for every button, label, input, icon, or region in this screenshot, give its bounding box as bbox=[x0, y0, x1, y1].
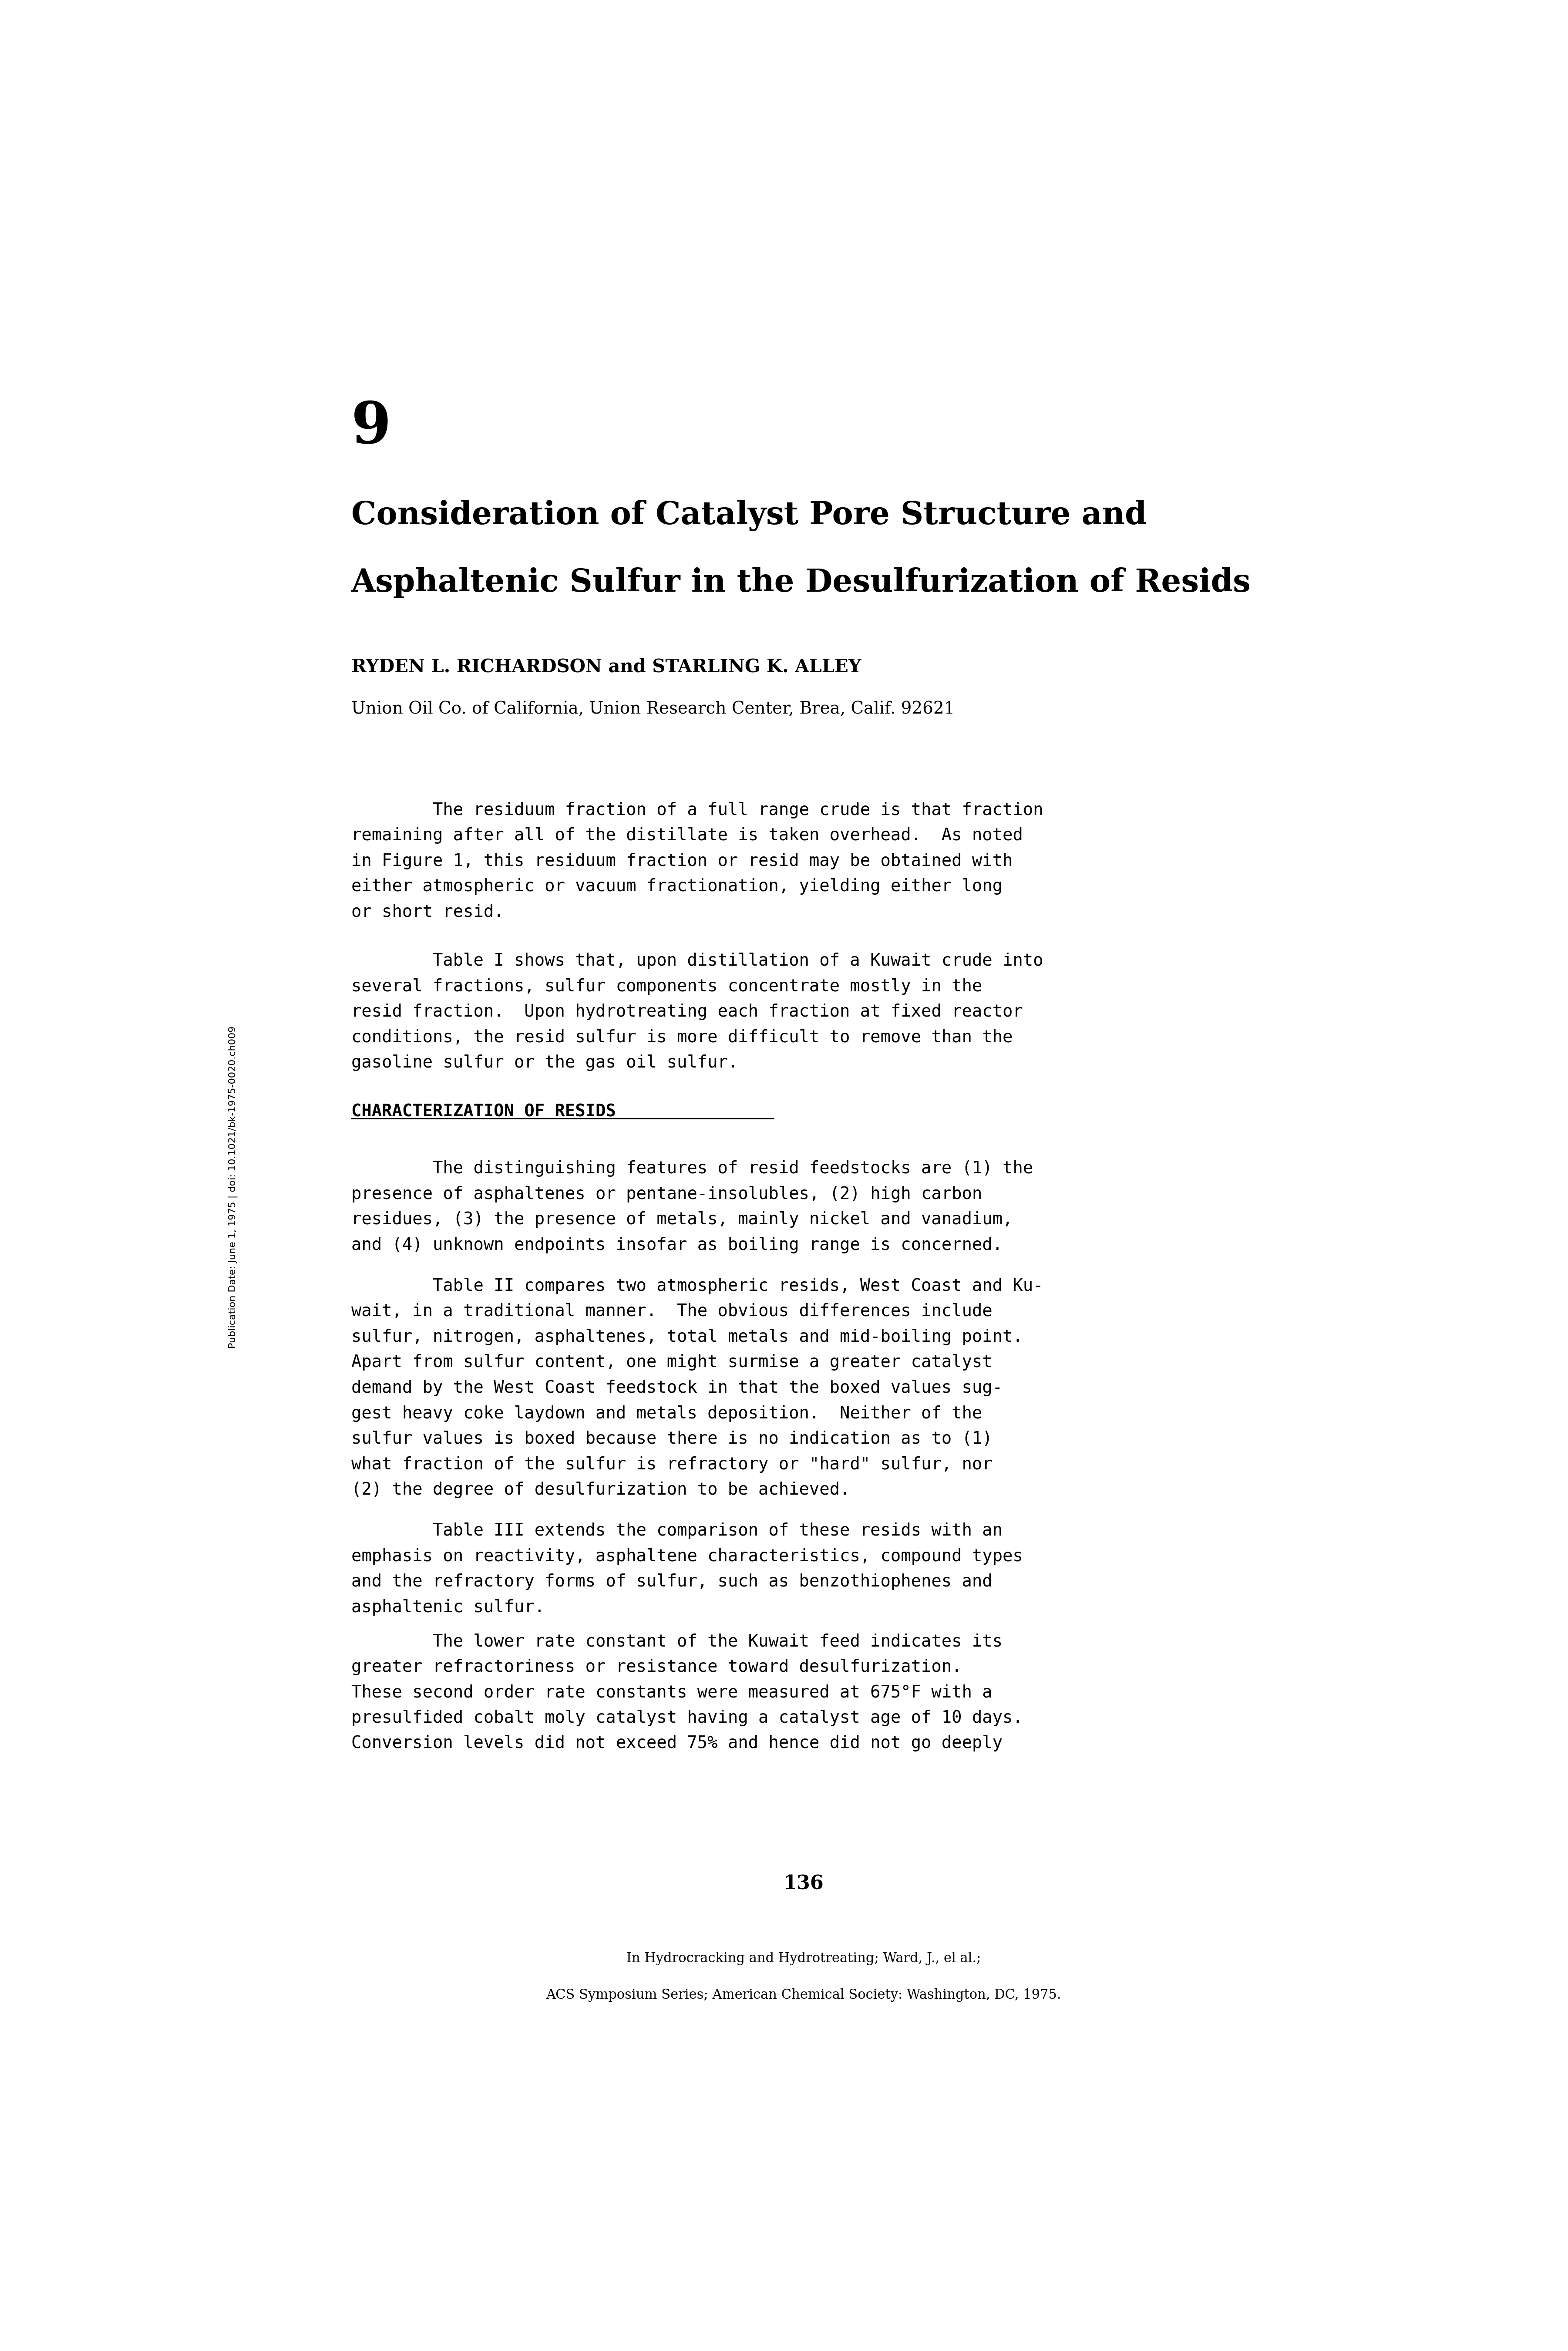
Text: presulfided cobalt moly catalyst having a catalyst age of 10 days.: presulfided cobalt moly catalyst having … bbox=[351, 1709, 1022, 1726]
Text: Union Oil Co. of California, Union Research Center, Brea, Calif. 92621: Union Oil Co. of California, Union Resea… bbox=[351, 701, 955, 717]
Text: The distinguishing features of resid feedstocks are (1) the: The distinguishing features of resid fee… bbox=[351, 1161, 1033, 1178]
Text: and (4) unknown endpoints insofar as boiling range is concerned.: and (4) unknown endpoints insofar as boi… bbox=[351, 1237, 1002, 1253]
Text: resid fraction.  Upon hydrotreating each fraction at fixed reactor: resid fraction. Upon hydrotreating each … bbox=[351, 1004, 1022, 1020]
Text: Table I shows that, upon distillation of a Kuwait crude into: Table I shows that, upon distillation of… bbox=[351, 952, 1043, 969]
Text: Consideration of Catalyst Pore Structure and: Consideration of Catalyst Pore Structure… bbox=[351, 501, 1146, 531]
Text: wait, in a traditional manner.  The obvious differences include: wait, in a traditional manner. The obvio… bbox=[351, 1302, 993, 1319]
Text: 136: 136 bbox=[784, 1874, 823, 1893]
Text: in Figure 1, this residuum fraction or resid may be obtained with: in Figure 1, this residuum fraction or r… bbox=[351, 853, 1013, 870]
Text: Conversion levels did not exceed 75% and hence did not go deeply: Conversion levels did not exceed 75% and… bbox=[351, 1735, 1002, 1751]
Text: gest heavy coke laydown and metals deposition.  Neither of the: gest heavy coke laydown and metals depos… bbox=[351, 1406, 982, 1422]
Text: or short resid.: or short resid. bbox=[351, 903, 503, 919]
Text: In Hydrocracking and Hydrotreating; Ward, J., el al.;: In Hydrocracking and Hydrotreating; Ward… bbox=[626, 1951, 982, 1965]
Text: sulfur values is boxed because there is no indication as to (1): sulfur values is boxed because there is … bbox=[351, 1432, 993, 1448]
Text: several fractions, sulfur components concentrate mostly in the: several fractions, sulfur components con… bbox=[351, 978, 982, 994]
Text: These second order rate constants were measured at 675°F with a: These second order rate constants were m… bbox=[351, 1683, 993, 1700]
Text: what fraction of the sulfur is refractory or "hard" sulfur, nor: what fraction of the sulfur is refractor… bbox=[351, 1455, 993, 1472]
Text: Table II compares two atmospheric resids, West Coast and Ku-: Table II compares two atmospheric resids… bbox=[351, 1279, 1043, 1295]
Text: Table III extends the comparison of these resids with an: Table III extends the comparison of thes… bbox=[351, 1523, 1002, 1540]
Text: residues, (3) the presence of metals, mainly nickel and vanadium,: residues, (3) the presence of metals, ma… bbox=[351, 1211, 1013, 1227]
Text: asphaltenic sulfur.: asphaltenic sulfur. bbox=[351, 1599, 544, 1615]
Text: The residuum fraction of a full range crude is that fraction: The residuum fraction of a full range cr… bbox=[351, 802, 1043, 818]
Text: remaining after all of the distillate is taken overhead.  As noted: remaining after all of the distillate is… bbox=[351, 828, 1022, 844]
Text: ACS Symposium Series; American Chemical Society: Washington, DC, 1975.: ACS Symposium Series; American Chemical … bbox=[546, 1989, 1062, 2003]
Text: (2) the degree of desulfurization to be achieved.: (2) the degree of desulfurization to be … bbox=[351, 1481, 850, 1498]
Text: Publication Date: June 1, 1975 | doi: 10.1021/bk-1975-0020.ch009: Publication Date: June 1, 1975 | doi: 10… bbox=[229, 1025, 238, 1349]
Text: conditions, the resid sulfur is more difficult to remove than the: conditions, the resid sulfur is more dif… bbox=[351, 1030, 1013, 1046]
Text: Apart from sulfur content, one might surmise a greater catalyst: Apart from sulfur content, one might sur… bbox=[351, 1354, 993, 1371]
Text: demand by the West Coast feedstock in that the boxed values sug-: demand by the West Coast feedstock in th… bbox=[351, 1380, 1002, 1396]
Text: RYDEN L. RICHARDSON and STARLING K. ALLEY: RYDEN L. RICHARDSON and STARLING K. ALLE… bbox=[351, 658, 861, 675]
Text: sulfur, nitrogen, asphaltenes, total metals and mid-boiling point.: sulfur, nitrogen, asphaltenes, total met… bbox=[351, 1328, 1022, 1345]
Text: Asphaltenic Sulfur in the Desulfurization of Resids: Asphaltenic Sulfur in the Desulfurizatio… bbox=[351, 567, 1251, 597]
Text: presence of asphaltenes or pentane-insolubles, (2) high carbon: presence of asphaltenes or pentane-insol… bbox=[351, 1185, 982, 1201]
Text: The lower rate constant of the Kuwait feed indicates its: The lower rate constant of the Kuwait fe… bbox=[351, 1634, 1002, 1650]
Text: either atmospheric or vacuum fractionation, yielding either long: either atmospheric or vacuum fractionati… bbox=[351, 879, 1002, 896]
Text: emphasis on reactivity, asphaltene characteristics, compound types: emphasis on reactivity, asphaltene chara… bbox=[351, 1547, 1022, 1563]
Text: gasoline sulfur or the gas oil sulfur.: gasoline sulfur or the gas oil sulfur. bbox=[351, 1056, 739, 1072]
Text: greater refractoriness or resistance toward desulfurization.: greater refractoriness or resistance tow… bbox=[351, 1657, 961, 1676]
Text: and the refractory forms of sulfur, such as benzothiophenes and: and the refractory forms of sulfur, such… bbox=[351, 1573, 993, 1589]
Text: 9: 9 bbox=[351, 400, 390, 456]
Text: CHARACTERIZATION OF RESIDS: CHARACTERIZATION OF RESIDS bbox=[351, 1103, 616, 1119]
